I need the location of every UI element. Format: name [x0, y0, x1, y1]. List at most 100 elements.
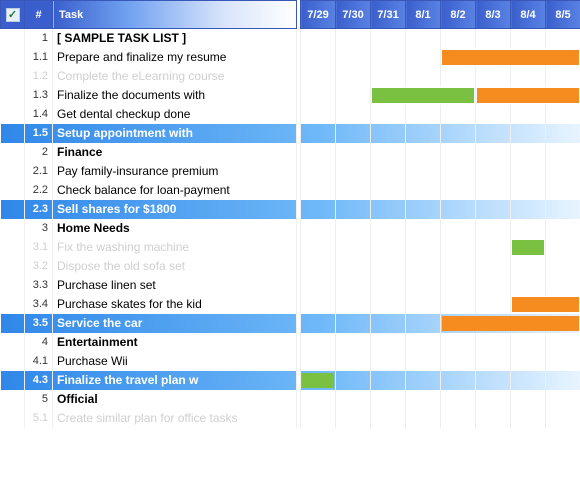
gantt-cell[interactable]	[301, 371, 336, 390]
gantt-cell[interactable]	[301, 162, 336, 181]
gantt-cell[interactable]	[441, 181, 476, 200]
gantt-cell[interactable]	[336, 162, 371, 181]
gantt-cell[interactable]	[406, 352, 441, 371]
check-cell[interactable]	[1, 238, 25, 257]
gantt-cell[interactable]	[511, 390, 546, 409]
gantt-cell[interactable]	[441, 295, 476, 314]
task-name[interactable]: Finalize the travel plan w	[53, 371, 297, 390]
col-date-5[interactable]: 8/3	[476, 1, 511, 29]
gantt-cell[interactable]	[301, 124, 336, 143]
gantt-cell[interactable]	[301, 143, 336, 162]
gantt-cell[interactable]	[546, 143, 580, 162]
gantt-bar[interactable]	[302, 373, 334, 388]
gantt-cell[interactable]	[476, 67, 511, 86]
task-name[interactable]: Entertainment	[53, 333, 297, 352]
gantt-cell[interactable]	[371, 105, 406, 124]
gantt-cell[interactable]	[476, 371, 511, 390]
gantt-cell[interactable]	[476, 143, 511, 162]
gantt-cell[interactable]	[476, 124, 511, 143]
gantt-cell[interactable]	[336, 257, 371, 276]
gantt-cell[interactable]	[546, 371, 580, 390]
gantt-cell[interactable]	[301, 29, 336, 48]
gantt-cell[interactable]	[371, 143, 406, 162]
gantt-cell[interactable]	[301, 86, 336, 105]
gantt-cell[interactable]	[406, 162, 441, 181]
gantt-cell[interactable]	[406, 257, 441, 276]
gantt-cell[interactable]	[336, 371, 371, 390]
table-row[interactable]: 1.5Setup appointment with	[1, 124, 580, 143]
gantt-cell[interactable]	[336, 124, 371, 143]
gantt-cell[interactable]	[476, 333, 511, 352]
gantt-cell[interactable]	[546, 200, 580, 219]
check-cell[interactable]	[1, 352, 25, 371]
gantt-cell[interactable]	[406, 295, 441, 314]
col-date-3[interactable]: 8/1	[406, 1, 441, 29]
gantt-cell[interactable]	[301, 257, 336, 276]
check-cell[interactable]	[1, 48, 25, 67]
gantt-cell[interactable]	[511, 257, 546, 276]
table-row[interactable]: 2.2Check balance for loan-payment	[1, 181, 580, 200]
gantt-cell[interactable]	[301, 238, 336, 257]
gantt-cell[interactable]	[441, 238, 476, 257]
task-name[interactable]: Finance	[53, 143, 297, 162]
table-row[interactable]: 5.1Create similar plan for office tasks	[1, 409, 580, 428]
table-row[interactable]: 3.5Service the car	[1, 314, 580, 333]
check-cell[interactable]	[1, 295, 25, 314]
gantt-cell[interactable]	[371, 371, 406, 390]
col-task[interactable]: Task	[53, 1, 297, 29]
gantt-cell[interactable]	[301, 200, 336, 219]
gantt-cell[interactable]	[336, 314, 371, 333]
gantt-bar[interactable]	[512, 297, 579, 312]
col-number[interactable]: #	[25, 1, 53, 29]
gantt-cell[interactable]	[441, 257, 476, 276]
gantt-cell[interactable]	[336, 200, 371, 219]
gantt-cell[interactable]	[441, 409, 476, 428]
check-cell[interactable]	[1, 276, 25, 295]
gantt-cell[interactable]	[336, 143, 371, 162]
gantt-cell[interactable]	[371, 238, 406, 257]
check-cell[interactable]	[1, 181, 25, 200]
gantt-cell[interactable]	[511, 143, 546, 162]
gantt-cell[interactable]	[546, 67, 580, 86]
gantt-cell[interactable]	[511, 181, 546, 200]
col-date-0[interactable]: 7/29	[301, 1, 336, 29]
task-name[interactable]: [ SAMPLE TASK LIST ]	[53, 29, 297, 48]
gantt-cell[interactable]	[406, 238, 441, 257]
gantt-cell[interactable]	[371, 276, 406, 295]
gantt-cell[interactable]	[511, 200, 546, 219]
gantt-cell[interactable]	[336, 181, 371, 200]
gantt-cell[interactable]	[441, 219, 476, 238]
task-name[interactable]: Prepare and finalize my resume	[53, 48, 297, 67]
gantt-cell[interactable]	[406, 276, 441, 295]
task-name[interactable]: Check balance for loan-payment	[53, 181, 297, 200]
table-row[interactable]: 1.4Get dental checkup done	[1, 105, 580, 124]
check-cell[interactable]	[1, 162, 25, 181]
gantt-cell[interactable]	[511, 276, 546, 295]
gantt-cell[interactable]	[301, 390, 336, 409]
check-cell[interactable]	[1, 143, 25, 162]
gantt-cell[interactable]	[441, 29, 476, 48]
gantt-cell[interactable]	[371, 314, 406, 333]
gantt-cell[interactable]	[511, 105, 546, 124]
check-cell[interactable]	[1, 390, 25, 409]
gantt-bar[interactable]	[477, 88, 579, 103]
gantt-cell[interactable]	[406, 333, 441, 352]
gantt-cell[interactable]	[371, 200, 406, 219]
gantt-cell[interactable]	[511, 29, 546, 48]
task-name[interactable]: Purchase skates for the kid	[53, 295, 297, 314]
gantt-bar[interactable]	[442, 50, 579, 65]
gantt-cell[interactable]	[301, 181, 336, 200]
gantt-cell[interactable]	[336, 409, 371, 428]
gantt-cell[interactable]	[546, 181, 580, 200]
gantt-cell[interactable]	[371, 295, 406, 314]
task-name[interactable]: Fix the washing machine	[53, 238, 297, 257]
gantt-cell[interactable]	[511, 67, 546, 86]
gantt-cell[interactable]	[476, 276, 511, 295]
task-name[interactable]: Purchase linen set	[53, 276, 297, 295]
gantt-cell[interactable]	[406, 314, 441, 333]
gantt-cell[interactable]	[301, 333, 336, 352]
col-date-2[interactable]: 7/31	[371, 1, 406, 29]
gantt-cell[interactable]	[406, 48, 441, 67]
gantt-cell[interactable]	[336, 219, 371, 238]
gantt-cell[interactable]	[546, 29, 580, 48]
